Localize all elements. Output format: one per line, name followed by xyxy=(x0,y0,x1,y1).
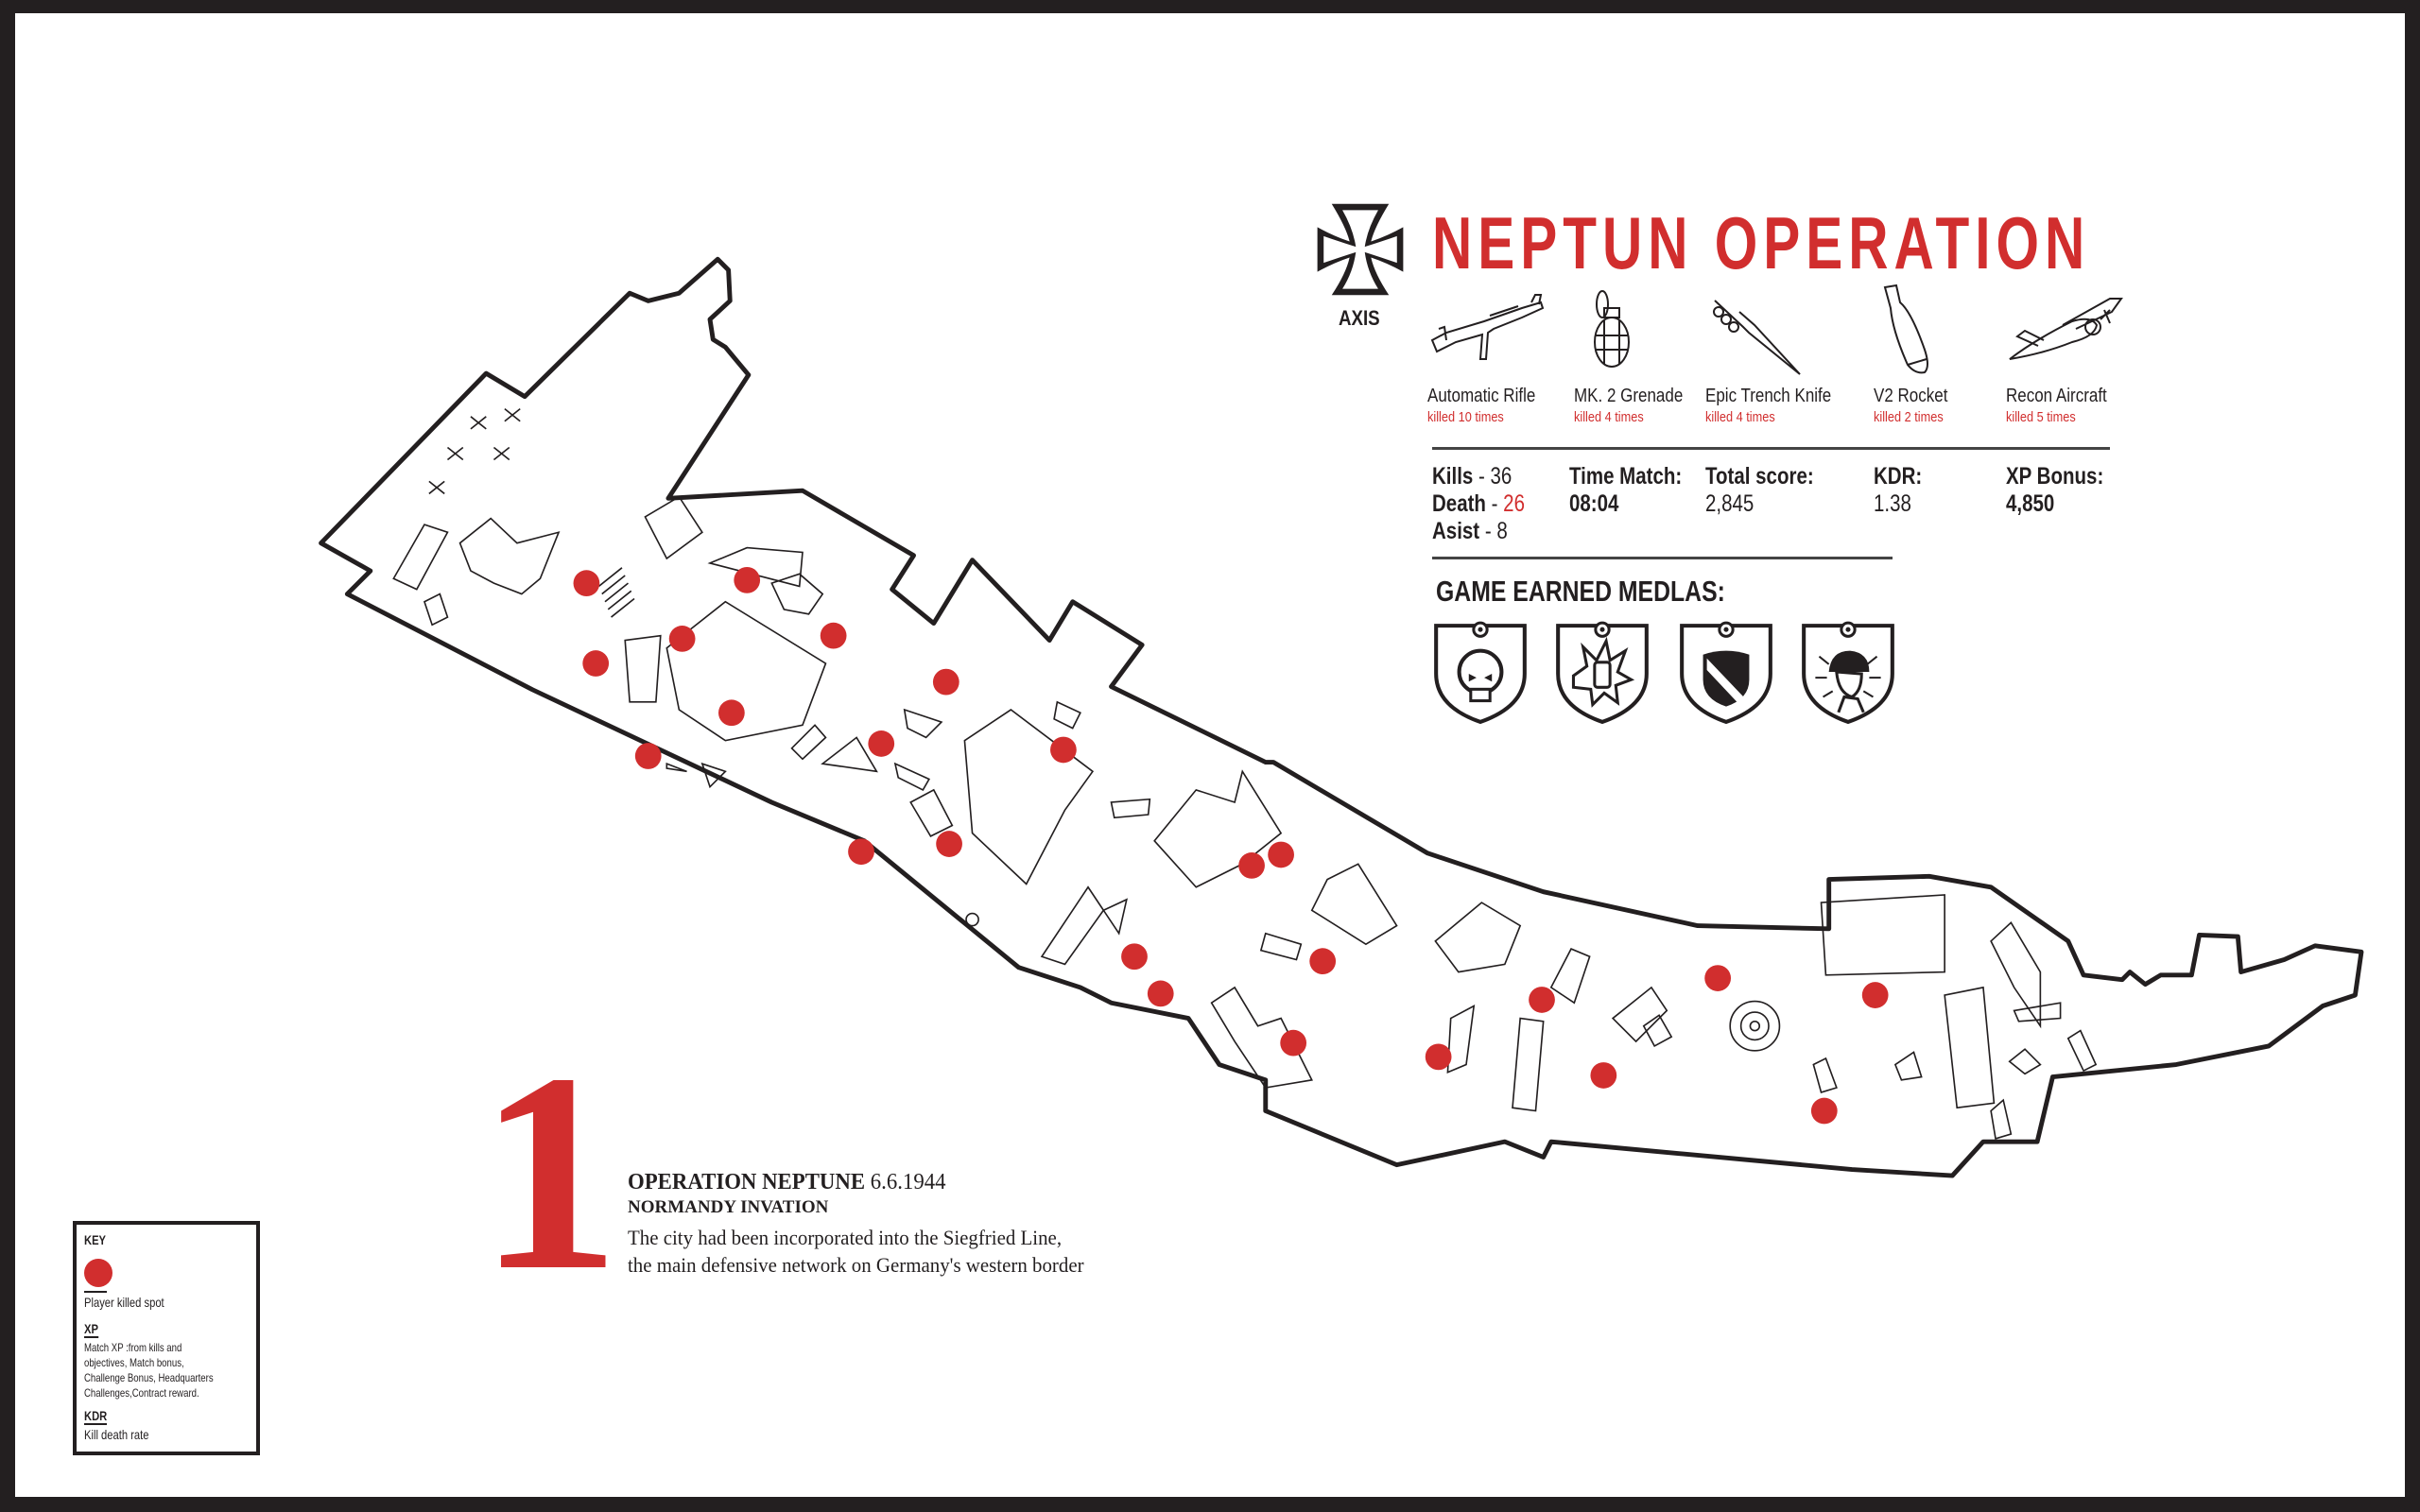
shield-stripe-medal-icon xyxy=(1680,621,1772,724)
kill-spot xyxy=(1268,841,1294,868)
story-block: OPERATION NEPTUNE 6.6.1944 NORMANDY INVA… xyxy=(628,1170,1108,1279)
skull-medal-icon xyxy=(1434,621,1527,724)
weapon-trench-knife: Epic Trench Knife killed 4 times xyxy=(1705,284,1847,425)
kill-spot xyxy=(820,622,847,649)
weapon-grenade: MK. 2 Grenade killed 4 times xyxy=(1574,284,1716,425)
medals-heading: GAME EARNED MEDLAS: xyxy=(1436,575,1725,608)
kill-spot xyxy=(718,699,745,727)
story-date: 6.6.1944 xyxy=(870,1170,946,1194)
kill-spot xyxy=(573,570,600,597)
rifle-icon xyxy=(1430,294,1545,360)
weapon-kill-count: killed 4 times xyxy=(1574,409,1644,425)
key-heading: KEY xyxy=(84,1232,107,1247)
weapon-automatic-rifle: Automatic Rifle killed 10 times xyxy=(1427,284,1569,425)
key-xp-heading: XP xyxy=(84,1321,98,1338)
fist-explosion-medal-icon xyxy=(1556,621,1649,724)
story-body: The city had been incorporated into the … xyxy=(628,1226,1084,1277)
divider xyxy=(1432,557,1893,559)
weapon-name: Automatic Rifle xyxy=(1427,386,1536,406)
kill-spot xyxy=(1861,982,1889,1008)
story-title: OPERATION NEPTUNE 6.6.1944 xyxy=(628,1170,946,1194)
kill-spot xyxy=(1238,852,1265,879)
kill-spot-legend-icon xyxy=(84,1259,112,1287)
divider xyxy=(1432,447,2110,450)
kill-spot xyxy=(1810,1097,1838,1125)
kill-spot xyxy=(1050,736,1077,764)
kill-spot xyxy=(1704,965,1732,991)
key-xp-text: Match XP :from kills and objectives, Matc… xyxy=(84,1341,214,1400)
kill-spot xyxy=(868,730,895,757)
story-subtitle: NORMANDY INVATION xyxy=(628,1197,829,1217)
kill-spot xyxy=(932,668,959,696)
rocket-icon xyxy=(1883,284,1928,374)
weapon-name: Recon Aircraft xyxy=(2006,386,2107,406)
kill-spot xyxy=(1121,943,1148,971)
kill-spots xyxy=(573,567,1889,1125)
trench-knife-icon xyxy=(1713,300,1801,375)
soldier-medal-icon xyxy=(1802,621,1894,724)
kill-spot xyxy=(1529,987,1555,1013)
map-outline xyxy=(319,256,2364,1178)
kill-spot xyxy=(634,743,662,769)
weapon-kill-count: killed 5 times xyxy=(2006,409,2076,425)
weapon-name: V2 Rocket xyxy=(1874,386,1948,406)
stat-total-score: Total score: 2,845 xyxy=(1705,463,1814,517)
map-key: KEY Player killed spot XP Match XP :from… xyxy=(73,1221,260,1455)
chapter-number: 1 xyxy=(478,1015,620,1329)
iron-cross-icon xyxy=(1317,203,1404,296)
kill-spot xyxy=(1309,948,1337,975)
death-value: 26 xyxy=(1503,490,1525,517)
weapon-kill-count: killed 4 times xyxy=(1705,409,1775,425)
weapon-name: MK. 2 Grenade xyxy=(1574,386,1684,406)
kill-spot xyxy=(668,626,696,652)
kill-spot xyxy=(848,838,874,866)
kill-spot xyxy=(1590,1062,1617,1089)
kill-spot xyxy=(1147,980,1174,1007)
kill-spot xyxy=(936,831,962,857)
faction-label: AXIS xyxy=(1339,306,1380,330)
kill-spot xyxy=(582,650,610,677)
divider xyxy=(84,1291,107,1293)
stat-kda: Kills - 36 Death - 26 Asist - 8 xyxy=(1432,463,1525,544)
kill-spot xyxy=(1425,1043,1452,1071)
page-title: NEPTUN OPERATION xyxy=(1432,201,2091,284)
asist-value: 8 xyxy=(1496,518,1508,544)
kill-spot xyxy=(1280,1029,1307,1057)
weapon-name: Epic Trench Knife xyxy=(1705,386,1832,406)
key-kdr-heading: KDR xyxy=(84,1408,108,1425)
weapon-recon-aircraft: Recon Aircraft killed 5 times xyxy=(2006,284,2148,425)
weapon-kill-count: killed 10 times xyxy=(1427,409,1504,425)
grenade-icon xyxy=(1594,290,1630,368)
weapon-v2-rocket: V2 Rocket killed 2 times xyxy=(1874,284,2015,425)
key-marker-label: Player killed spot xyxy=(84,1295,164,1310)
aircraft-icon xyxy=(2009,298,2123,360)
stat-xp-bonus: XP Bonus: 4,850 xyxy=(2006,463,2104,517)
kill-spot xyxy=(734,567,761,593)
stat-kdr: KDR: 1.38 xyxy=(1874,463,1923,517)
stat-time-match: Time Match: 08:04 xyxy=(1569,463,1683,517)
kills-value: 36 xyxy=(1490,463,1512,490)
weapon-kill-count: killed 2 times xyxy=(1874,409,1944,425)
key-kdr-text: Kill death rate xyxy=(84,1427,149,1442)
